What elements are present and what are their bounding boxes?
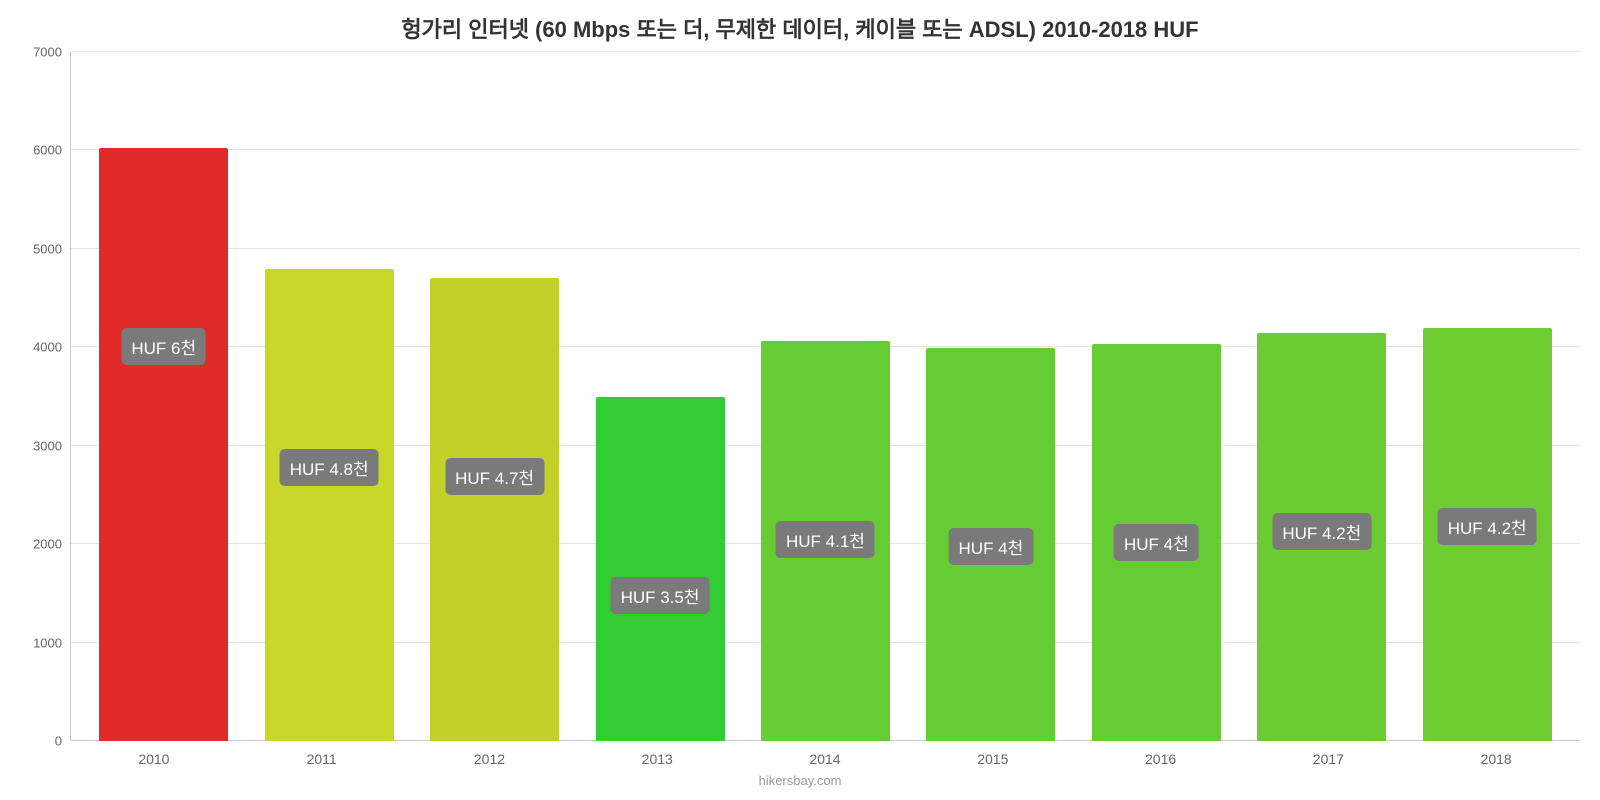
y-tick: 2000 <box>33 537 62 552</box>
bar: HUF 4천 <box>926 348 1055 741</box>
chart-container: 헝가리 인터넷 (60 Mbps 또는 더, 무제한 데이터, 케이블 또는 A… <box>0 0 1600 800</box>
bar: HUF 4.2천 <box>1423 328 1552 741</box>
y-tick: 7000 <box>33 45 62 60</box>
bar-value-label: HUF 6천 <box>121 328 206 365</box>
x-tick: 2018 <box>1412 751 1580 767</box>
bar-value-label: HUF 3.5천 <box>611 577 710 614</box>
y-tick: 5000 <box>33 241 62 256</box>
bars-row: HUF 6천 HUF 4.8천 HUF 4.7천 HUF 3.5천 HUF 4.1천 HU… <box>71 52 1580 741</box>
y-tick: 3000 <box>33 438 62 453</box>
x-axis: 201020112012201320142015201620172018 <box>0 741 1600 767</box>
plot-wrap: 01000200030004000500060007000 HUF 6천HUF … <box>0 52 1600 741</box>
bar-slot: HUF 4.2천 <box>1239 52 1404 741</box>
plot-area: HUF 6천 HUF 4.8천 HUF 4.7천 HUF 3.5천 HUF 4.1천 HU… <box>70 52 1580 741</box>
x-tick: 2017 <box>1244 751 1412 767</box>
x-tick: 2013 <box>573 751 741 767</box>
bar-value-label: HUF 4.1천 <box>776 521 875 558</box>
bar-value-label: HUF 4.7천 <box>445 458 544 495</box>
bar-slot: HUF 4천 <box>908 52 1073 741</box>
bar-value-label: HUF 4천 <box>949 528 1034 565</box>
x-tick: 2016 <box>1077 751 1245 767</box>
y-tick: 1000 <box>33 635 62 650</box>
bar: HUF 4.7천 <box>430 278 559 741</box>
bar-slot: HUF 4.2천 <box>1405 52 1570 741</box>
bar-slot: HUF 4천 <box>1074 52 1239 741</box>
x-tick: 2015 <box>909 751 1077 767</box>
bar: HUF 6천 <box>99 148 228 741</box>
bar-value-label: HUF 4.2천 <box>1272 513 1371 550</box>
chart-title: 헝가리 인터넷 (60 Mbps 또는 더, 무제한 데이터, 케이블 또는 A… <box>0 0 1600 52</box>
bar: HUF 4.1천 <box>761 341 890 741</box>
x-tick: 2010 <box>70 751 238 767</box>
bar: HUF 3.5천 <box>596 397 725 742</box>
y-tick: 6000 <box>33 143 62 158</box>
bar-slot: HUF 4.1천 <box>743 52 908 741</box>
attribution: hikersbay.com <box>0 767 1600 800</box>
bar: HUF 4.2천 <box>1257 333 1386 741</box>
y-axis: 01000200030004000500060007000 <box>10 52 70 741</box>
bar-value-label: HUF 4.2천 <box>1438 508 1537 545</box>
bar-slot: HUF 6천 <box>81 52 246 741</box>
bar-slot: HUF 4.7천 <box>412 52 577 741</box>
bar-value-label: HUF 4.8천 <box>280 449 379 486</box>
bar-slot: HUF 4.8천 <box>246 52 411 741</box>
x-tick: 2014 <box>741 751 909 767</box>
bar-value-label: HUF 4천 <box>1114 524 1199 561</box>
bar: HUF 4.8천 <box>265 269 394 741</box>
bar: HUF 4천 <box>1092 344 1221 741</box>
y-tick: 0 <box>55 734 62 749</box>
y-tick: 4000 <box>33 340 62 355</box>
x-tick: 2012 <box>406 751 574 767</box>
x-tick: 2011 <box>238 751 406 767</box>
bar-slot: HUF 3.5천 <box>577 52 742 741</box>
